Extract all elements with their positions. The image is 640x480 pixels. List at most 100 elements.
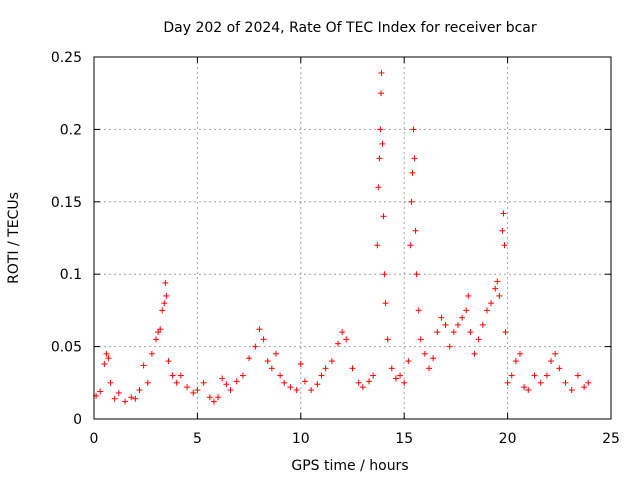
data-point <box>463 307 470 314</box>
data-point <box>421 350 428 357</box>
data-point <box>161 300 168 307</box>
data-point <box>512 358 519 365</box>
data-point <box>162 279 169 286</box>
data-point <box>392 375 399 382</box>
data-point <box>379 140 386 147</box>
data-point <box>471 350 478 357</box>
data-point <box>426 365 433 372</box>
data-point <box>442 321 449 328</box>
data-point <box>272 350 279 357</box>
data-point <box>430 355 437 362</box>
data-point <box>339 329 346 336</box>
grid <box>94 57 611 419</box>
data-point <box>381 271 388 278</box>
data-point <box>556 365 563 372</box>
data-point <box>413 271 420 278</box>
data-point <box>417 336 424 343</box>
data-point <box>376 155 383 162</box>
data-point <box>434 329 441 336</box>
data-point <box>105 355 112 362</box>
data-point <box>239 372 246 379</box>
data-point <box>314 381 321 388</box>
data-point <box>256 326 263 333</box>
data-point <box>190 389 197 396</box>
y-tick-label: 0.05 <box>51 340 82 356</box>
data-point <box>562 379 569 386</box>
data-point <box>287 384 294 391</box>
data-point <box>277 372 284 379</box>
chart-title: Day 202 of 2024, Rate Of TEC Index for r… <box>163 20 537 36</box>
data-point <box>210 398 217 405</box>
data-point <box>328 358 335 365</box>
data-point <box>103 350 110 357</box>
data-point <box>335 340 342 347</box>
data-point <box>492 285 499 292</box>
data-point <box>531 372 538 379</box>
plot-frame <box>93 56 612 420</box>
data-point <box>115 389 122 396</box>
data-point <box>260 336 267 343</box>
data-point <box>111 395 118 402</box>
data-point <box>136 387 143 394</box>
data-point <box>382 300 389 307</box>
data-point <box>475 336 482 343</box>
x-tick-label: 20 <box>499 431 517 447</box>
data-point <box>293 387 300 394</box>
y-tick-label: 0.25 <box>51 50 82 66</box>
data-point <box>157 326 164 333</box>
x-tick-label: 10 <box>292 431 310 447</box>
data-point <box>144 379 151 386</box>
data-point <box>184 384 191 391</box>
data-point <box>223 381 230 388</box>
data-point <box>359 384 366 391</box>
x-tick-label: 25 <box>602 431 620 447</box>
data-point <box>308 387 315 394</box>
data-point <box>501 242 508 249</box>
y-tick-label: 0 <box>73 412 82 428</box>
data-point <box>568 387 575 394</box>
y-tick-label: 0.1 <box>60 267 82 283</box>
data-point <box>370 372 377 379</box>
data-point <box>177 372 184 379</box>
data-point <box>499 227 506 234</box>
data-point <box>479 321 486 328</box>
data-point <box>374 242 381 249</box>
y-tick-label: 0.2 <box>60 122 82 138</box>
data-point <box>378 69 385 76</box>
data-point <box>252 343 259 350</box>
data-point <box>377 126 384 133</box>
data-point <box>384 336 391 343</box>
data-point <box>585 379 592 386</box>
data-point <box>206 394 213 401</box>
data-point <box>101 360 108 367</box>
axis-ticks <box>93 56 612 420</box>
data-point <box>548 358 555 365</box>
data-point <box>574 372 581 379</box>
data-point <box>148 350 155 357</box>
data-point <box>297 360 304 367</box>
data-point <box>483 307 490 314</box>
y-tick-label: 0.15 <box>51 195 82 211</box>
data-point <box>504 379 511 386</box>
data-point <box>465 292 472 299</box>
data-point <box>388 365 395 372</box>
data-point <box>525 387 532 394</box>
data-point <box>446 343 453 350</box>
data-point <box>459 314 466 321</box>
data-point <box>281 379 288 386</box>
data-point <box>415 307 422 314</box>
data-point <box>378 90 385 97</box>
data-point <box>467 329 474 336</box>
data-point <box>409 169 416 176</box>
data-point <box>322 365 329 372</box>
x-tick-labels: 0 5 10 15 20 25 <box>90 431 620 447</box>
data-point <box>268 365 275 372</box>
data-point <box>233 378 240 385</box>
data-point <box>169 372 176 379</box>
data-point <box>301 378 308 385</box>
data-point <box>411 155 418 162</box>
data-point <box>375 184 382 191</box>
data-point <box>552 350 559 357</box>
data-point <box>502 329 509 336</box>
